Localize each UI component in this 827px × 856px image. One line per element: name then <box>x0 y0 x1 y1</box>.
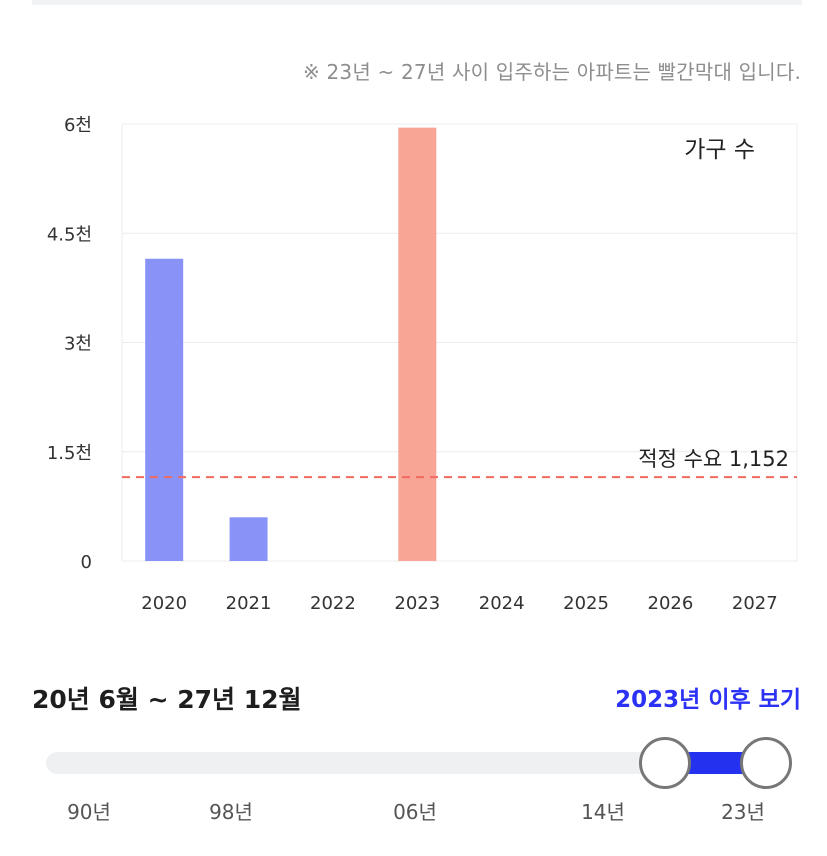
y-tick-label: 4.5천 <box>47 224 92 245</box>
x-tick-label: 2027 <box>732 593 778 614</box>
y-tick-label: 3천 <box>64 334 92 355</box>
slider-end-handle[interactable] <box>740 737 792 789</box>
y-tick-label: 0 <box>81 552 92 573</box>
bar-2020 <box>145 258 184 561</box>
slider-tick-label: 14년 <box>581 800 625 824</box>
slider-tick-label: 06년 <box>393 800 437 824</box>
x-tick-label: 2020 <box>141 593 187 614</box>
bar-2023 <box>398 127 437 561</box>
slider-start-handle[interactable] <box>639 737 691 789</box>
y-tick-label: 1.5천 <box>47 443 92 464</box>
chart-note: ※ 23년 ~ 27년 사이 입주하는 아파트는 빨간막대 입니다. <box>302 60 801 84</box>
x-tick-label: 2023 <box>394 593 440 614</box>
slider-tick-label: 90년 <box>67 800 111 824</box>
top-divider <box>32 0 802 5</box>
household-bar-chart: 0 1.5천 3천 4.5천 6천 2020 2021 2022 2023 2024 2025 202… <box>47 115 798 614</box>
x-tick-label: 2026 <box>648 593 694 614</box>
after-2023-link[interactable]: 2023년 이후 보기 <box>615 687 801 713</box>
slider-tick-label: 98년 <box>209 800 253 824</box>
bar-2021 <box>229 517 268 561</box>
legend-label: 가구 수 <box>684 137 755 163</box>
x-tick-label: 2021 <box>226 593 272 614</box>
year-range-slider[interactable] <box>46 737 792 789</box>
slider-tick-label: 23년 <box>721 800 765 824</box>
x-tick-label: 2025 <box>563 593 609 614</box>
y-tick-label: 6천 <box>64 115 92 136</box>
x-tick-label: 2024 <box>479 593 525 614</box>
period-label: 20년 6월 ~ 27년 12월 <box>32 685 302 714</box>
reference-line-label: 적정 수요 1,152 <box>638 447 789 471</box>
x-tick-label: 2022 <box>310 593 356 614</box>
